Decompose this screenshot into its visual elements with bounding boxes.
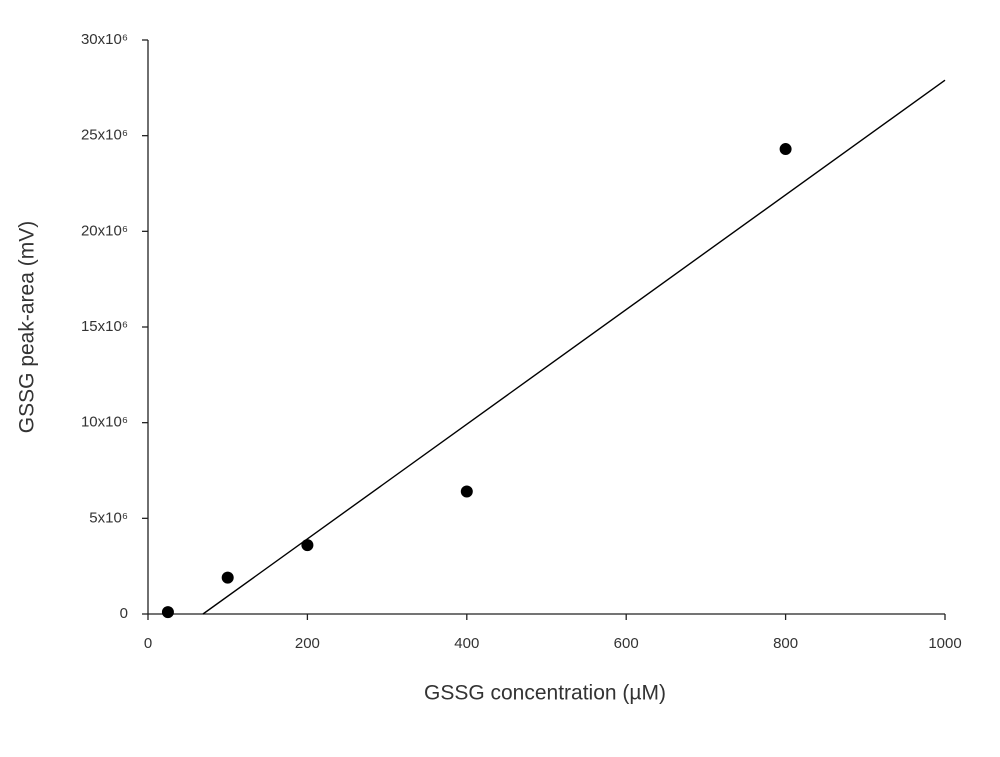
y-tick-label: 25x10⁶ xyxy=(81,127,128,144)
x-tick-label: 200 xyxy=(295,635,320,652)
x-tick-label: 800 xyxy=(773,635,798,652)
y-tick-label: 0 xyxy=(120,605,128,622)
y-tick-label: 15x10⁶ xyxy=(81,318,128,335)
data-point xyxy=(221,571,234,584)
data-point xyxy=(460,485,473,498)
y-tick-label: 5x10⁶ xyxy=(89,509,128,526)
data-point xyxy=(161,606,174,619)
y-tick-label: 10x10⁶ xyxy=(81,414,128,431)
y-tick-label: 30x10⁶ xyxy=(81,31,128,48)
data-point xyxy=(301,539,314,552)
x-tick-label: 1000 xyxy=(928,635,961,652)
x-tick-label: 0 xyxy=(144,635,152,652)
y-axis-label: GSSG peak-area (mV) xyxy=(16,221,39,433)
x-tick-label: 600 xyxy=(614,635,639,652)
x-tick-label: 400 xyxy=(454,635,479,652)
data-point xyxy=(779,143,792,156)
x-axis-label: GSSG concentration (µM) xyxy=(424,682,666,705)
fit-line xyxy=(202,79,946,615)
y-tick-label: 20x10⁶ xyxy=(81,222,128,239)
